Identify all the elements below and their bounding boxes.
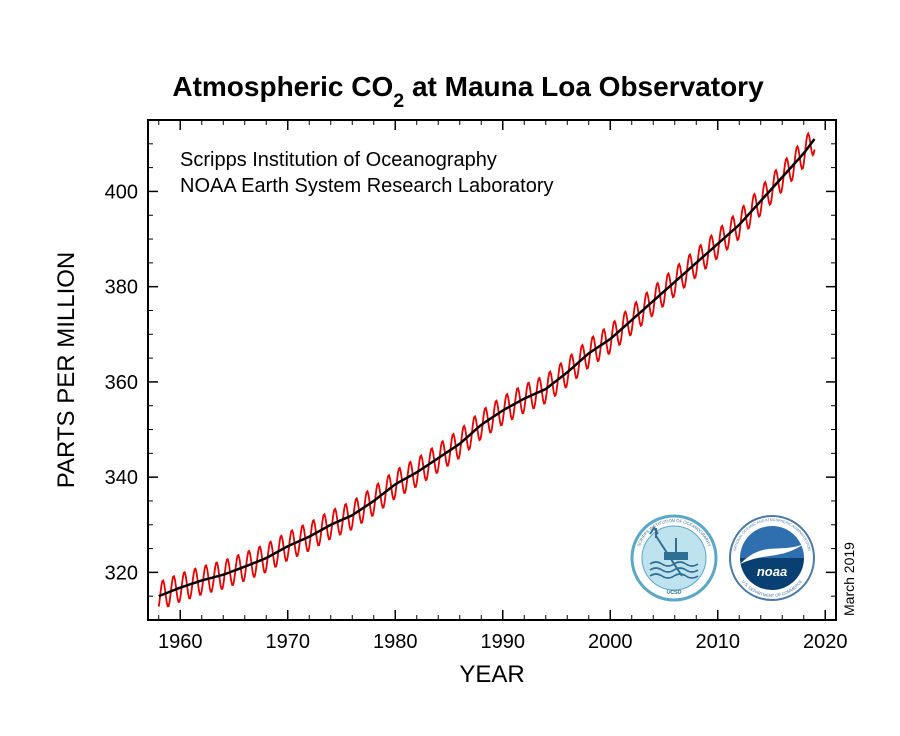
chart-svg: Atmospheric CO2 at Mauna Loa Observatory…: [0, 0, 900, 736]
xtick-label: 1970: [266, 631, 311, 653]
ytick-label: 360: [105, 372, 138, 394]
svg-text:UCSD: UCSD: [666, 589, 682, 596]
scripps-logo: SCRIPPS INSTITUTION OF OCEANOGRAPHYUCSD: [632, 516, 716, 600]
ytick-label: 400: [105, 181, 138, 203]
xtick-label: 2010: [696, 631, 741, 653]
xtick-label: 1980: [373, 631, 418, 653]
x-axis-label: YEAR: [459, 661, 524, 688]
annotation-text: Scripps Institution of Oceanography: [180, 149, 497, 171]
xtick-label: 2000: [588, 631, 633, 653]
chart-container: Atmospheric CO2 at Mauna Loa Observatory…: [0, 0, 900, 736]
noaa-logo: noaaNATIONAL OCEANIC AND ATMOSPHERIC ADM…: [730, 516, 814, 600]
trend-line: [159, 139, 815, 596]
chart-title: Atmospheric CO2 at Mauna Loa Observatory: [172, 71, 764, 112]
xtick-label: 1960: [158, 631, 203, 653]
date-stamp: March 2019: [841, 542, 857, 616]
svg-text:noaa: noaa: [757, 564, 787, 579]
ytick-label: 320: [105, 562, 138, 584]
ytick-label: 340: [105, 467, 138, 489]
xtick-label: 2020: [803, 631, 848, 653]
seasonal-curve: [159, 133, 815, 606]
xtick-label: 1990: [481, 631, 526, 653]
y-axis-label: PARTS PER MILLION: [53, 252, 80, 489]
annotation-text: NOAA Earth System Research Laboratory: [180, 175, 554, 197]
ytick-label: 380: [105, 277, 138, 299]
